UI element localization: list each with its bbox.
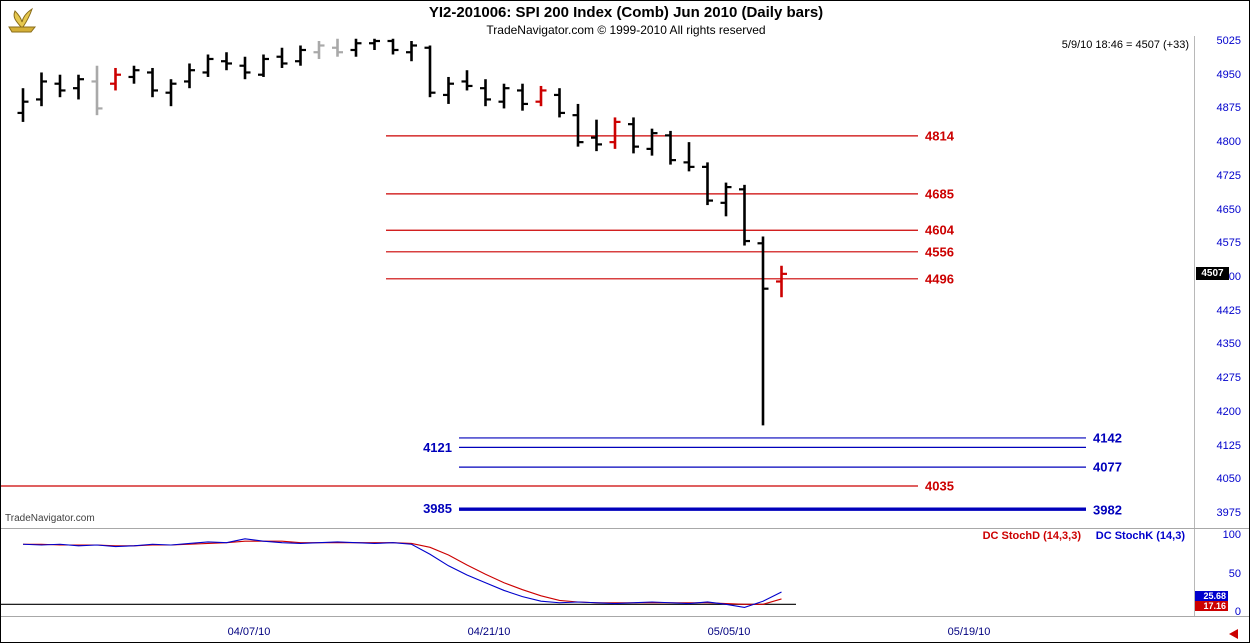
price-axis-tick: 4125 [1216, 439, 1241, 452]
scroll-left-arrow-icon[interactable] [1229, 629, 1238, 639]
price-line-label: 4035 [925, 479, 954, 494]
stochastic-indicator-canvas[interactable] [1, 528, 1194, 616]
price-axis-tick: 5025 [1216, 35, 1241, 47]
price-line-label: 4556 [925, 244, 954, 259]
price-axis-divider [1194, 36, 1195, 616]
price-axis-tick: 4275 [1216, 372, 1241, 385]
stochk-legend-label[interactable]: DC StochK (14,3) [1095, 530, 1185, 542]
date-axis-label: 05/19/10 [947, 626, 991, 638]
stochd-value-badge: 17.16 [1195, 601, 1228, 611]
price-axis: 5025495048754800472546504575450044254350… [1195, 1, 1249, 642]
date-axis-label: 05/05/10 [707, 626, 751, 638]
price-line-label: 3985 [423, 501, 452, 516]
price-axis-tick: 4950 [1216, 68, 1241, 81]
indicator-axis-tick: 0 [1234, 606, 1241, 618]
chart-title: YI2-201006: SPI 200 Index (Comb) Jun 201… [428, 4, 824, 21]
price-line-label: 4496 [925, 271, 954, 286]
date-axis-label: 04/21/10 [467, 626, 511, 638]
price-axis-tick: 4200 [1216, 405, 1241, 418]
price-line-label: 4814 [925, 128, 955, 143]
indicator-axis-tick: 50 [1228, 567, 1241, 580]
price-line-label: 4142 [1093, 430, 1122, 445]
watermark-text: TradeNavigator.com [5, 513, 95, 524]
stochd-legend-label[interactable]: DC StochD (14,3,3) [982, 530, 1081, 542]
price-line-label: 4685 [925, 186, 954, 201]
trade-navigator-logo-icon[interactable] [7, 6, 37, 38]
price-axis-tick: 4800 [1216, 136, 1241, 149]
price-axis-tick: 4425 [1216, 304, 1241, 317]
price-axis-tick: 4350 [1216, 338, 1241, 351]
price-line-label: 4121 [423, 440, 452, 455]
price-axis-tick: 4875 [1216, 102, 1241, 115]
date-axis: 04/07/10 04/21/10 05/05/10 05/19/10 [1, 621, 1249, 642]
price-axis-tick: 4650 [1216, 203, 1241, 216]
chart-subtitle: TradeNavigator.com © 1999-2010 All right… [486, 23, 766, 37]
date-axis-label: 04/07/10 [227, 626, 271, 638]
price-line-label: 4604 [925, 223, 955, 238]
price-line-label: 3982 [1093, 502, 1122, 517]
last-quote-status: 5/9/10 18:46 = 4507 (+33) [1061, 39, 1189, 51]
price-chart-canvas[interactable]: 4814 4685 4604 4556 4496 4142 4121 4077 4035 3985… [1, 1, 1194, 528]
price-axis-tick: 3975 [1216, 507, 1241, 519]
panel-divider [1, 528, 1249, 529]
stoch-line [23, 540, 782, 605]
price-axis-tick: 4575 [1216, 237, 1241, 250]
price-line-label: 4077 [1093, 460, 1122, 475]
price-axis-tick: 4050 [1216, 473, 1241, 486]
indicator-axis-tick: 100 [1222, 529, 1241, 541]
stochk-value-badge: 25.68 [1195, 591, 1228, 601]
price-axis-tick: 4725 [1216, 169, 1241, 182]
stoch-line [22, 538, 782, 608]
date-axis-divider [1, 616, 1249, 617]
last-price-marker: 4507 [1196, 267, 1229, 280]
